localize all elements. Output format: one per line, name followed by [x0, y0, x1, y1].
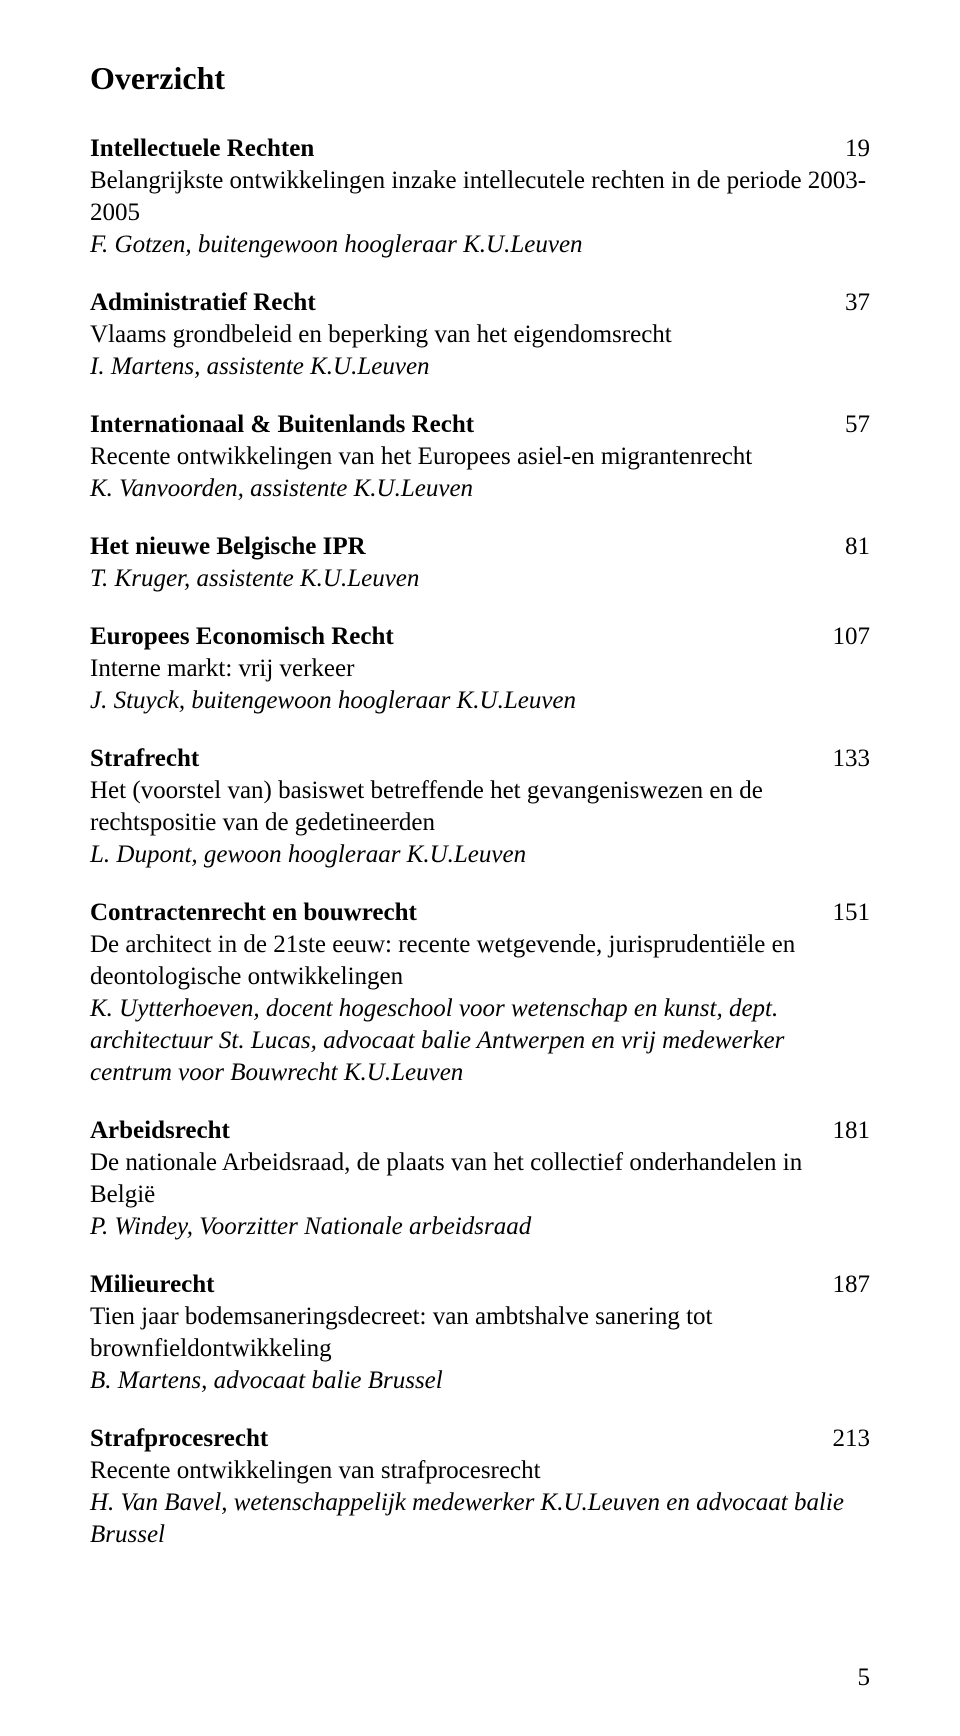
entry-page-number: 213 — [813, 1423, 871, 1455]
entry-page-number: 187 — [813, 1269, 871, 1301]
entry-author: B. Martens, advocaat balie Brussel — [90, 1365, 870, 1397]
entry-heading: Strafrecht — [90, 743, 199, 775]
entry-heading: Milieurecht — [90, 1269, 215, 1301]
entry-page-number: 81 — [825, 531, 870, 563]
entry-subtitle: Recente ontwikkelingen van het Europees … — [90, 441, 870, 473]
toc-entry: Milieurecht 187 Tien jaar bodemsanerings… — [90, 1269, 870, 1397]
toc-entry: Contractenrecht en bouwrecht 151 De arch… — [90, 897, 870, 1089]
page: Overzicht Intellectuele Rechten 19 Belan… — [0, 0, 960, 1736]
entry-heading: Het nieuwe Belgische IPR — [90, 531, 366, 563]
footer-page-number: 5 — [858, 1664, 871, 1692]
entry-author: T. Kruger, assistente K.U.Leuven — [90, 563, 870, 595]
entry-subtitle: Tien jaar bodemsaneringsdecreet: van amb… — [90, 1301, 870, 1365]
page-title: Overzicht — [90, 60, 870, 97]
entry-author: F. Gotzen, buitengewoon hoogleraar K.U.L… — [90, 229, 870, 261]
entry-author: J. Stuyck, buitengewoon hoogleraar K.U.L… — [90, 685, 870, 717]
entry-heading: Strafprocesrecht — [90, 1423, 268, 1455]
entry-subtitle: Vlaams grondbeleid en beperking van het … — [90, 319, 870, 351]
entry-page-number: 57 — [825, 409, 870, 441]
toc-entry: Intellectuele Rechten 19 Belangrijkste o… — [90, 133, 870, 261]
entry-author: L. Dupont, gewoon hoogleraar K.U.Leuven — [90, 839, 870, 871]
entry-subtitle: Interne markt: vrij verkeer — [90, 653, 870, 685]
entry-author: K. Uytterhoeven, docent hogeschool voor … — [90, 993, 870, 1089]
entry-author: K. Vanvoorden, assistente K.U.Leuven — [90, 473, 870, 505]
entry-subtitle: Het (voorstel van) basiswet betreffende … — [90, 775, 870, 839]
entry-page-number: 19 — [825, 133, 870, 165]
entry-subtitle: De architect in de 21ste eeuw: recente w… — [90, 929, 870, 993]
entry-page-number: 37 — [825, 287, 870, 319]
entry-heading: Administratief Recht — [90, 287, 316, 319]
entry-subtitle: De nationale Arbeidsraad, de plaats van … — [90, 1147, 870, 1211]
entry-page-number: 181 — [813, 1115, 871, 1147]
entry-heading: Arbeidsrecht — [90, 1115, 230, 1147]
entry-page-number: 107 — [813, 621, 871, 653]
entry-author: H. Van Bavel, wetenschappelijk medewerke… — [90, 1487, 870, 1551]
entry-subtitle: Belangrijkste ontwikkelingen inzake inte… — [90, 165, 870, 229]
entry-page-number: 151 — [813, 897, 871, 929]
entry-heading: Intellectuele Rechten — [90, 133, 314, 165]
entry-author: I. Martens, assistente K.U.Leuven — [90, 351, 870, 383]
toc-entry: Strafrecht 133 Het (voorstel van) basisw… — [90, 743, 870, 871]
toc-entry: Arbeidsrecht 181 De nationale Arbeidsraa… — [90, 1115, 870, 1243]
entry-heading: Internationaal & Buitenlands Recht — [90, 409, 474, 441]
entry-page-number: 133 — [813, 743, 871, 775]
entry-heading: Europees Economisch Recht — [90, 621, 394, 653]
entry-subtitle: Recente ontwikkelingen van strafprocesre… — [90, 1455, 870, 1487]
toc-entry: Administratief Recht 37 Vlaams grondbele… — [90, 287, 870, 383]
toc-entry: Internationaal & Buitenlands Recht 57 Re… — [90, 409, 870, 505]
toc-entry: Europees Economisch Recht 107 Interne ma… — [90, 621, 870, 717]
toc-entry: Het nieuwe Belgische IPR 81 T. Kruger, a… — [90, 531, 870, 595]
entry-author: P. Windey, Voorzitter Nationale arbeidsr… — [90, 1211, 870, 1243]
entry-heading: Contractenrecht en bouwrecht — [90, 897, 417, 929]
toc-entry: Strafprocesrecht 213 Recente ontwikkelin… — [90, 1423, 870, 1551]
